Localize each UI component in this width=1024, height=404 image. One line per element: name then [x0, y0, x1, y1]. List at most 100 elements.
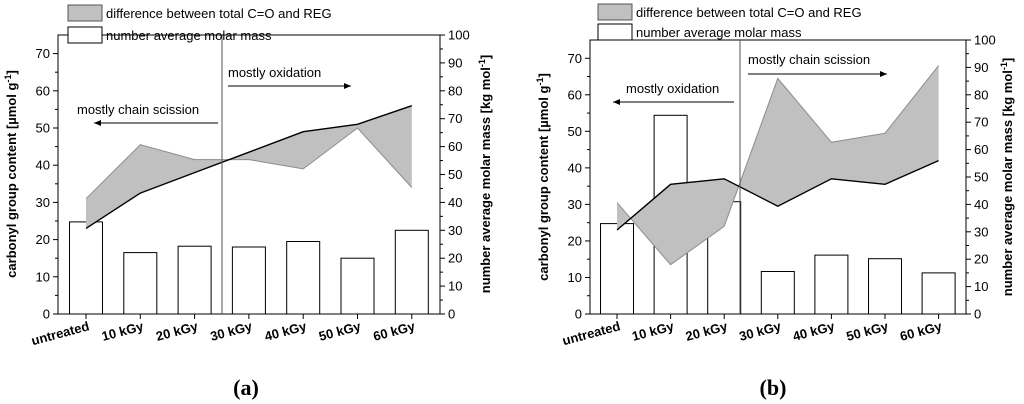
panel-a-difference-area: [86, 105, 412, 229]
panel-a-left-tick-label-7: 70: [36, 46, 50, 61]
panel-a-x-label-4: 40 kGy: [263, 318, 309, 344]
panel-b-left-tick-label-0: 0: [575, 307, 582, 322]
panel-a-annotation-right: mostly oxidation: [228, 65, 321, 80]
panel-b-x-label-1: 10 kGy: [630, 318, 676, 344]
panel-a-bar-6: [394, 229, 429, 315]
panel-b-bar-5: [868, 258, 902, 315]
panel-b-plot: [600, 65, 956, 315]
panel-a-x-label-3: 30 kGy: [209, 318, 255, 344]
panel-a-x-label-5: 50 kGy: [317, 318, 363, 344]
panel-a-bar-0: [69, 221, 103, 315]
panel-b-total-co-line: [616, 65, 939, 266]
panel-b-label: (b): [760, 375, 787, 400]
panel-a-left-tick-label-3: 30: [36, 195, 50, 210]
panel-a-right-tick-label-1: 10: [448, 279, 462, 294]
panel-b-left-tick-label-4: 40: [568, 160, 582, 175]
panel-b-x-label-0: untreated: [561, 318, 622, 348]
panel-a-left-tick-label-4: 40: [36, 158, 50, 173]
panel-a-right-tick-label-10: 100: [448, 28, 470, 43]
panel-a-bars: [69, 221, 429, 315]
panel-a-right-axis-title: number average molar mass [kg mol-1]: [477, 55, 493, 294]
panel-b-x-label-4: 40 kGy: [791, 318, 837, 344]
panel-a-left-tick-label-6: 60: [36, 83, 50, 98]
panel-b-left-tick-label-1: 10: [568, 270, 582, 285]
panel-a-left-tick-label-1: 10: [36, 269, 50, 284]
panel-a-left-tick-label-0: 0: [43, 307, 50, 322]
panel-a-reg-line: [85, 105, 413, 229]
panel-b-x-label-6: 60 kGy: [898, 318, 944, 344]
panel-a-left-tick-label-2: 20: [36, 232, 50, 247]
panel-a-right-tick-label-5: 50: [448, 167, 462, 182]
panel-a-right-tick-label-7: 70: [448, 111, 462, 126]
panel-a-lines: [85, 105, 413, 229]
panel-a-right-tick-label-0: 0: [448, 307, 455, 322]
panel-b-legend-bar-swatch: [597, 23, 633, 41]
panel-b-left-axis-title: carbonyl group content [µmol g-1]: [535, 73, 551, 281]
panel-b-reg-line: [616, 159, 939, 231]
panel-b-right-tick-label-4: 40: [974, 197, 988, 212]
panel-b-bar-0: [600, 223, 634, 315]
panel-b-bar-6: [921, 272, 956, 315]
panel-a-legend-bar-swatch: [67, 26, 103, 44]
panel-a: 0 10 20 30 40 50 60 70 0 10 20 30 40 50 60 70 80 90 100 u…: [3, 4, 493, 400]
panel-a-legend-bar-label: number average molar mass: [106, 28, 272, 43]
panel-a-right-tick-label-8: 80: [448, 83, 462, 98]
panel-a-right-tick-label-2: 20: [448, 251, 462, 266]
panel-b-legend-area-label: difference between total C=O and REG: [636, 5, 862, 20]
panel-b-right-tick-label-6: 60: [974, 142, 988, 157]
panel-b-right-tick-label-5: 50: [974, 170, 988, 185]
panel-b-x-label-3: 30 kGy: [737, 318, 783, 344]
panel-a-right-ticks: 0 10 20 30 40 50 60 70 80 90 100: [440, 28, 470, 322]
panel-b-right-tick-label-2: 20: [974, 252, 988, 267]
panel-b-area: [617, 65, 939, 265]
panel-a-legend-area-swatch: [67, 4, 103, 22]
panel-b-left-tick-label-7: 70: [568, 51, 582, 66]
panel-a-left-axis-title: carbonyl group content [µmol g-1]: [3, 70, 19, 278]
panel-a-x-ticks: untreated 10 kGy 20 kGy 30 kGy 40 kGy 50 kGy 6…: [30, 314, 417, 348]
panel-b-left-tick-label-5: 50: [568, 124, 582, 139]
panel-b-right-tick-label-0: 0: [974, 307, 981, 322]
panel-b-right-ticks: 0 10 20 30 40 50 60 70 80 90 100: [966, 33, 996, 322]
panel-b-x-ticks: untreated 10 kGy 20 kGy 30 kGy 40 kGy 50 kGy 6…: [561, 314, 944, 348]
panel-b-x-label-2: 20 kGy: [684, 318, 730, 344]
panel-a-x-label-0: untreated: [30, 318, 91, 348]
panel-b-difference-area: [617, 65, 939, 265]
panel-a-bar-2: [177, 245, 212, 315]
panel-b-annotation-left: mostly oxidation: [626, 81, 719, 96]
panel-b-left-tick-label-3: 30: [568, 197, 582, 212]
panel-a-bar-5: [340, 257, 375, 315]
panel-b-right-tick-label-7: 70: [974, 115, 988, 130]
panel-a-area: [86, 105, 412, 229]
panel-b-legend-area-swatch: [597, 3, 633, 21]
panel-b-right-tick-label-9: 90: [974, 60, 988, 75]
panel-b-bar-4: [814, 254, 849, 315]
panel-a-right-tick-label-3: 30: [448, 223, 462, 238]
panel-a-bar-4: [286, 241, 321, 315]
panel-a-left-tick-label-5: 50: [36, 121, 50, 136]
panel-a-left-ticks: 0 10 20 30 40 50 60 70: [36, 46, 58, 322]
panel-a-x-label-6: 60 kGy: [371, 318, 417, 344]
panel-b-right-axis-title: number average molar mass [kg mol-1]: [999, 58, 1015, 297]
panel-b-annotation-right: mostly chain scission: [748, 52, 870, 67]
panel-a-x-label-1: 10 kGy: [100, 318, 146, 344]
panel-b-right-tick-label-3: 30: [974, 224, 988, 239]
panel-b-legend-bar-label: number average molar mass: [636, 25, 802, 40]
panel-a-right-tick-label-6: 60: [448, 139, 462, 154]
panel-a-plot: [69, 105, 429, 315]
panel-b: 0 10 20 30 40 50 60 70 0 10 20 30 40 50 60 70 80 90 100 u…: [535, 3, 1015, 400]
panel-a-right-tick-label-4: 40: [448, 195, 462, 210]
panel-a-annotation-left: mostly chain scission: [77, 102, 199, 117]
panel-a-bar-3: [231, 246, 266, 315]
panel-b-x-label-5: 50 kGy: [845, 318, 891, 344]
panel-b-right-tick-label-10: 100: [974, 33, 996, 48]
panel-a-legend-area-label: difference between total C=O and REG: [106, 6, 332, 21]
panel-b-lines: [616, 65, 939, 266]
panel-a-total-co-line: [85, 127, 413, 200]
panel-a-x-label-2: 20 kGy: [154, 318, 200, 344]
panel-a-bar-1: [123, 252, 158, 315]
panel-a-label: (a): [233, 375, 259, 400]
panel-b-left-tick-label-6: 60: [568, 87, 582, 102]
panel-b-left-ticks: 0 10 20 30 40 50 60 70: [568, 51, 590, 322]
panel-b-right-tick-label-8: 80: [974, 87, 988, 102]
